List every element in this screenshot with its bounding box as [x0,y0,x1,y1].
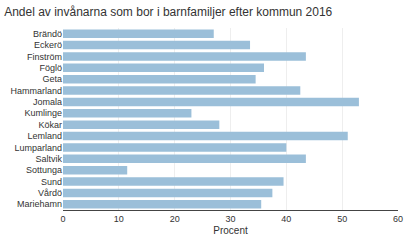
svg-text:Finström: Finström [27,52,62,62]
svg-text:Vårdö: Vårdö [38,188,62,198]
svg-text:Föglö: Föglö [39,63,62,73]
svg-text:Sottunga: Sottunga [26,165,62,175]
svg-text:Geta: Geta [42,74,62,84]
svg-text:Sund: Sund [41,177,62,187]
svg-text:50: 50 [337,214,347,224]
svg-text:30: 30 [225,214,235,224]
svg-text:Lemland: Lemland [27,131,62,141]
svg-text:Eckerö: Eckerö [34,40,62,50]
svg-text:60: 60 [393,214,403,224]
svg-text:Jomala: Jomala [33,97,62,107]
svg-text:10: 10 [114,214,124,224]
svg-text:Saltvik: Saltvik [35,154,62,164]
svg-text:Kumlinge: Kumlinge [24,108,62,118]
svg-text:Brändö: Brändö [33,29,62,39]
svg-text:Andel av invånarna som bor i b: Andel av invånarna som bor i barnfamilje… [4,5,332,19]
svg-text:0: 0 [60,214,65,224]
svg-text:Lumparland: Lumparland [14,143,62,153]
svg-text:Procent: Procent [213,225,248,236]
svg-text:Hammarland: Hammarland [10,86,62,96]
svg-text:Kökar: Kökar [38,120,62,130]
svg-text:20: 20 [170,214,180,224]
svg-text:40: 40 [281,214,291,224]
svg-text:Mariehamn: Mariehamn [17,199,62,209]
